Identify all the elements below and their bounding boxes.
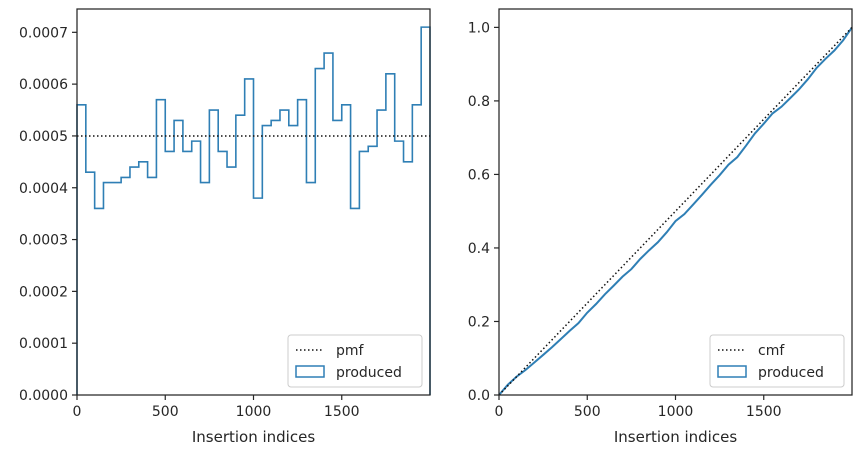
y-tick-label: 0.0003: [19, 233, 68, 249]
pmf-chart-x-axis-label: Insertion indices: [192, 428, 315, 446]
cmf-reference-line: [498, 26, 853, 396]
cmf-chart-marks: [498, 26, 853, 396]
pmf-chart-marks: [76, 26, 431, 395]
x-tick-label: 1000: [236, 404, 272, 420]
pmf-chart-panel: 0.0000 0.0001 0.0002 0.0003 0.0004 0.0005 0.00…: [19, 8, 431, 446]
x-tick-label: 500: [152, 404, 179, 420]
x-tick-label: 0: [73, 404, 82, 420]
produced-legend-swatch: [717, 365, 747, 378]
pmf-chart-x-axis: 0 500 1000 1500: [73, 395, 360, 420]
y-tick-label: 0.0004: [19, 181, 68, 197]
y-tick-label: 0.0: [468, 388, 490, 404]
cmf-chart-x-axis: 0 500 1000 1500: [495, 395, 782, 420]
cmf-chart-x-axis-label: Insertion indices: [614, 428, 737, 446]
pmf-chart-legend: pmf produced: [287, 334, 423, 388]
pmf-chart-frame: [76, 8, 431, 396]
y-tick-label: 0.0001: [19, 336, 68, 352]
x-tick-label: 0: [495, 404, 504, 420]
cmf-legend-label: cmf: [758, 343, 785, 359]
cmf-chart-legend-box: [709, 334, 845, 388]
produced-legend-label: produced: [336, 365, 402, 381]
y-tick-label: 0.6: [468, 167, 490, 183]
y-tick-label: 0.4: [468, 241, 490, 257]
y-tick-label: 0.0007: [19, 25, 68, 41]
x-tick-label: 1000: [658, 404, 694, 420]
pmf-chart-y-axis: 0.0000 0.0001 0.0002 0.0003 0.0004 0.0005 0.00…: [19, 25, 77, 404]
y-tick-label: 0.0002: [19, 284, 68, 300]
cmf-chart-panel: 0.0 0.2 0.4 0.6 0.8 1.0 0 500 1000 1500 Insertio…: [468, 8, 853, 446]
y-tick-label: 1.0: [468, 20, 490, 36]
produced-series: [76, 26, 431, 395]
y-tick-label: 0.0005: [19, 129, 68, 145]
produced-series: [498, 26, 853, 396]
produced-legend-label: produced: [758, 365, 824, 381]
y-tick-label: 0.2: [468, 314, 490, 330]
produced-legend-swatch: [295, 365, 325, 378]
cmf-chart-legend: cmf produced: [709, 334, 845, 388]
y-tick-label: 0.0000: [19, 388, 68, 404]
x-tick-label: 1500: [324, 404, 360, 420]
y-tick-label: 0.0006: [19, 77, 68, 93]
y-tick-label: 0.8: [468, 94, 490, 110]
cmf-chart-y-axis: 0.0 0.2 0.4 0.6 0.8 1.0: [468, 20, 499, 404]
pmf-chart-legend-box: [287, 334, 423, 388]
x-tick-label: 1500: [746, 404, 782, 420]
pmf-legend-label: pmf: [336, 343, 365, 359]
cmf-chart-frame: [498, 8, 853, 396]
x-tick-label: 500: [574, 404, 601, 420]
